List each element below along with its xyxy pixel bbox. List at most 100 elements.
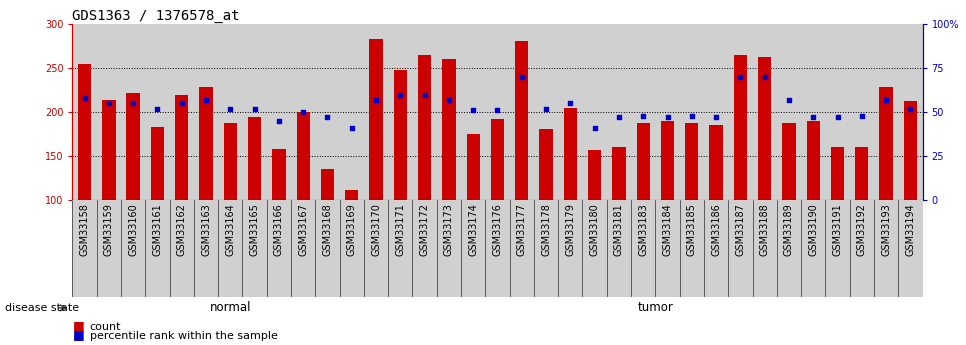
Bar: [437, 200, 461, 297]
Point: [392, 92, 408, 97]
Point: [126, 101, 141, 106]
Point: [77, 95, 93, 101]
Bar: [704, 200, 728, 297]
Bar: [874, 200, 898, 297]
Bar: [442, 59, 456, 200]
Bar: [218, 24, 242, 200]
Text: GSM33190: GSM33190: [809, 203, 818, 256]
Bar: [680, 200, 704, 297]
Bar: [534, 200, 558, 297]
Bar: [364, 24, 388, 200]
Bar: [685, 123, 698, 200]
Point: [417, 92, 433, 97]
Bar: [825, 200, 850, 297]
Bar: [850, 24, 874, 200]
Bar: [388, 24, 412, 200]
Text: count: count: [90, 322, 122, 332]
Bar: [807, 121, 820, 200]
Text: GSM33187: GSM33187: [735, 203, 746, 256]
Bar: [612, 147, 626, 200]
Point: [660, 115, 675, 120]
Point: [441, 97, 457, 102]
Text: GSM33171: GSM33171: [395, 203, 406, 256]
Text: GSM33179: GSM33179: [565, 203, 576, 256]
Text: GSM33189: GSM33189: [784, 203, 794, 256]
Bar: [485, 200, 510, 297]
Bar: [418, 55, 431, 200]
Bar: [97, 24, 121, 200]
Bar: [680, 24, 704, 200]
Point: [174, 101, 189, 106]
Bar: [534, 24, 558, 200]
Point: [878, 97, 894, 102]
Text: GSM33162: GSM33162: [177, 203, 186, 256]
Text: GSM33174: GSM33174: [469, 203, 478, 256]
Point: [902, 106, 918, 111]
Bar: [345, 190, 358, 200]
Bar: [801, 24, 825, 200]
Bar: [267, 24, 291, 200]
Point: [684, 113, 699, 118]
Bar: [855, 147, 868, 200]
Bar: [412, 24, 437, 200]
Point: [320, 115, 335, 120]
Bar: [78, 64, 91, 200]
Bar: [151, 127, 164, 200]
Bar: [631, 24, 655, 200]
Bar: [655, 200, 680, 297]
Text: GSM33183: GSM33183: [639, 203, 648, 256]
Text: GSM33184: GSM33184: [663, 203, 672, 256]
Text: GSM33168: GSM33168: [323, 203, 332, 256]
Point: [490, 108, 505, 113]
Bar: [510, 24, 534, 200]
Point: [150, 106, 165, 111]
Bar: [315, 24, 340, 200]
Text: tumor: tumor: [638, 302, 673, 314]
Text: GSM33186: GSM33186: [711, 203, 721, 256]
Bar: [170, 24, 194, 200]
Bar: [582, 200, 607, 297]
Bar: [582, 24, 607, 200]
Point: [344, 125, 359, 131]
Bar: [194, 24, 218, 200]
Text: GSM33178: GSM33178: [541, 203, 551, 256]
Point: [296, 109, 311, 115]
Text: GSM33163: GSM33163: [201, 203, 211, 256]
Bar: [467, 134, 480, 200]
Bar: [564, 108, 577, 200]
Text: GSM33164: GSM33164: [225, 203, 236, 256]
Text: GSM33165: GSM33165: [249, 203, 260, 256]
Point: [562, 101, 578, 106]
Bar: [825, 24, 850, 200]
Bar: [121, 200, 145, 297]
Point: [611, 115, 627, 120]
Bar: [515, 41, 528, 200]
Bar: [558, 200, 582, 297]
Bar: [340, 24, 364, 200]
Text: GDS1363 / 1376578_at: GDS1363 / 1376578_at: [72, 9, 240, 23]
Bar: [758, 57, 771, 200]
Bar: [242, 200, 267, 297]
Bar: [248, 117, 261, 200]
Bar: [194, 200, 218, 297]
Text: GSM33161: GSM33161: [153, 203, 162, 256]
Text: ■: ■: [72, 328, 84, 341]
Bar: [588, 150, 601, 200]
Point: [708, 115, 724, 120]
Bar: [661, 121, 674, 200]
Bar: [321, 169, 334, 200]
Point: [587, 125, 603, 131]
Text: GSM33167: GSM33167: [298, 203, 308, 256]
Bar: [315, 200, 340, 297]
Bar: [291, 200, 315, 297]
Bar: [461, 24, 485, 200]
Bar: [831, 147, 844, 200]
Bar: [558, 24, 582, 200]
Text: GSM33158: GSM33158: [79, 203, 90, 256]
Bar: [782, 123, 796, 200]
Text: GSM33159: GSM33159: [104, 203, 114, 256]
Bar: [170, 200, 194, 297]
Text: normal: normal: [210, 302, 251, 314]
Bar: [777, 200, 801, 297]
Point: [271, 118, 287, 124]
